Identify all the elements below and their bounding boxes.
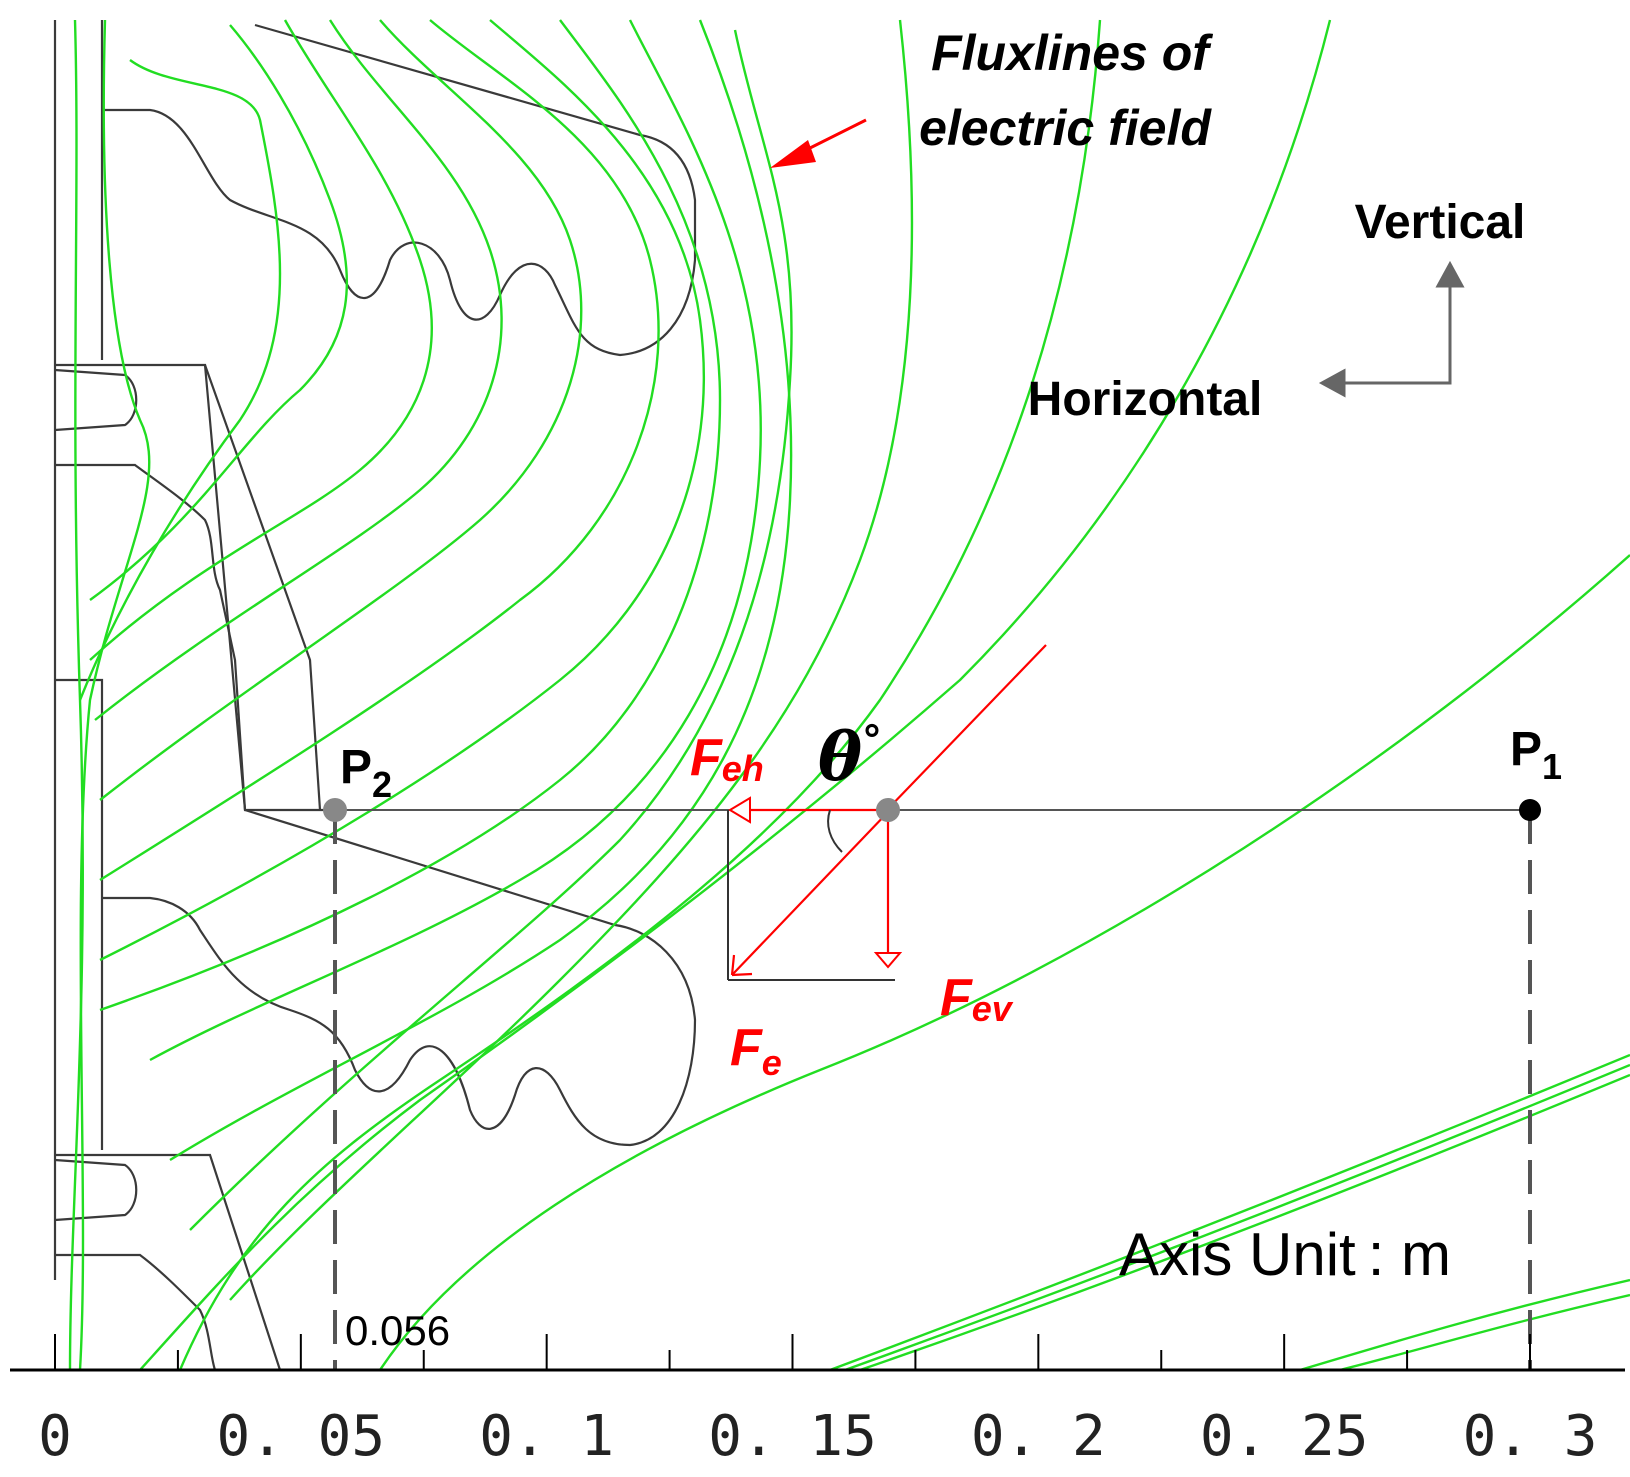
upper-shield xyxy=(102,23,697,357)
horizontal-arrowhead-icon xyxy=(1318,368,1346,398)
electrode-outline xyxy=(53,20,697,1371)
x-tick-label: 0. 3 xyxy=(1463,1404,1598,1469)
f-e-label: Fe xyxy=(730,1019,782,1083)
fluxline xyxy=(149,19,762,1062)
x-tick-label: 0. 1 xyxy=(479,1404,614,1469)
fluxline xyxy=(1339,1293,1630,1372)
fluxline xyxy=(379,554,1630,1371)
fluxline xyxy=(99,19,722,1012)
field-tangent-line xyxy=(884,644,1047,813)
vertical-label: Vertical xyxy=(1355,196,1526,249)
middle-rod xyxy=(55,678,104,1150)
lower-shield xyxy=(102,808,697,1147)
flux-label-line1: Fluxlines of xyxy=(931,25,1213,81)
f-ev-sub: ev xyxy=(972,988,1014,1029)
p1-marker xyxy=(1519,799,1541,821)
vertical-arrowhead-icon xyxy=(1435,260,1465,288)
flux-pointer-shaft xyxy=(799,118,867,155)
f-e-sub: e xyxy=(762,1042,782,1083)
direction-indicator xyxy=(1318,260,1465,398)
f-e-main: F xyxy=(730,1019,763,1077)
indicator-corner xyxy=(1340,282,1452,385)
force-origin-marker xyxy=(876,798,900,822)
upper-flange xyxy=(55,363,335,812)
x-tick-label: 0. 15 xyxy=(708,1404,877,1469)
f-ev-main: F xyxy=(940,969,973,1027)
fluxline-through-point xyxy=(178,19,1102,1371)
p2-index: 2 xyxy=(372,764,392,805)
x-tick-label: 0. 25 xyxy=(1200,1404,1369,1469)
x-axis: 0 0. 05 0. 1 0. 15 0. 2 0. 25 0. 3 xyxy=(10,1334,1625,1469)
f-ev-label: Fev xyxy=(940,969,1014,1029)
upper-notch xyxy=(54,368,138,432)
flux-pointer-arrow xyxy=(770,118,867,168)
fluxline xyxy=(99,19,660,882)
fluxline xyxy=(99,19,583,801)
fluxline xyxy=(844,1063,1630,1372)
fluxline xyxy=(1299,1278,1630,1372)
tick-marks xyxy=(54,1334,1531,1370)
p2-marker xyxy=(323,798,347,822)
f-e-arrowhead xyxy=(730,954,753,977)
horizontal-label: Horizontal xyxy=(1028,373,1263,426)
fluxline xyxy=(229,19,914,1301)
f-eh-arrowhead xyxy=(728,796,751,824)
x-tick-label: 0. 2 xyxy=(971,1404,1106,1469)
p2-position-label: 0.056 xyxy=(345,1307,450,1354)
fluxline xyxy=(89,24,348,601)
fluxline-arrow-target xyxy=(189,29,793,1231)
x-tick-label: 0 xyxy=(38,1404,72,1469)
f-ev-arrowhead xyxy=(873,952,903,969)
fluxline xyxy=(829,1053,1630,1372)
f-eh-main: F xyxy=(690,729,723,787)
flux-label-line2: electric field xyxy=(919,100,1212,156)
theta-symbol: θ xyxy=(818,718,862,796)
f-eh-label: Feh xyxy=(690,729,764,789)
middle-profile xyxy=(55,463,247,811)
degree-symbol: ° xyxy=(862,717,882,764)
angle-label: θ° xyxy=(818,717,882,796)
lower-flange xyxy=(55,1153,282,1371)
lower-notch xyxy=(54,1158,138,1222)
fluxline xyxy=(78,59,282,701)
fluxline xyxy=(94,19,503,721)
fluxline xyxy=(169,19,793,1162)
flux-pointer-head xyxy=(770,140,816,168)
fluxline xyxy=(78,19,151,1371)
f-e-vector xyxy=(731,811,889,976)
x-tick-label: 0. 05 xyxy=(217,1404,386,1469)
angle-arc xyxy=(827,809,843,853)
fluxline xyxy=(89,19,433,661)
axis-unit-label: Axis Unit : m xyxy=(1119,1221,1451,1288)
p1-label: P1 xyxy=(1510,723,1562,787)
p2-letter: P xyxy=(340,741,372,794)
p1-index: 1 xyxy=(1542,746,1562,787)
fluxline-group xyxy=(68,19,1630,1372)
fluxline xyxy=(99,19,705,962)
p2-label: P2 xyxy=(340,741,392,805)
f-eh-sub: eh xyxy=(722,748,764,789)
upper-flange-inner xyxy=(203,364,322,811)
fluxline xyxy=(139,19,1332,1371)
p1-letter: P xyxy=(1510,723,1542,776)
tick-labels: 0 0. 05 0. 1 0. 15 0. 2 0. 25 0. 3 xyxy=(38,1404,1597,1469)
force-diagram xyxy=(727,644,1047,981)
